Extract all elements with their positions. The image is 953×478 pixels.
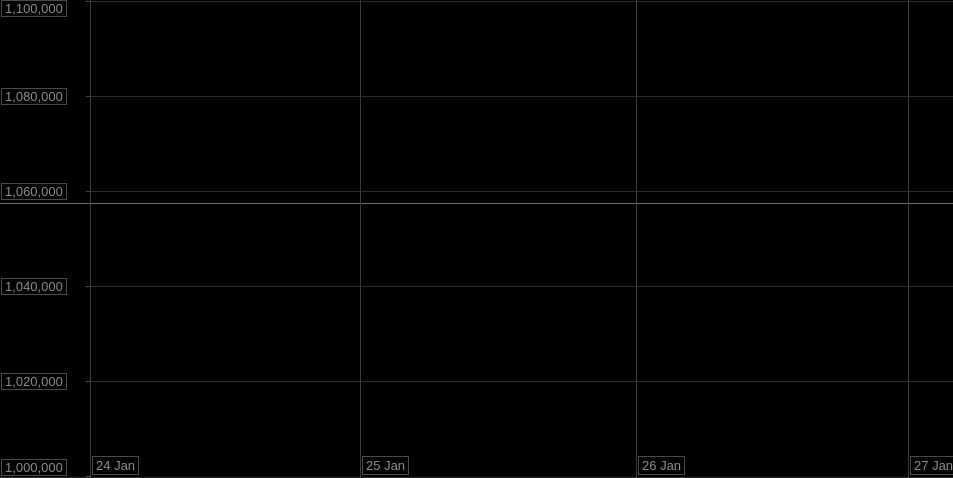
y-axis-label-1060000: 1,060,000 [1, 183, 67, 200]
x-axis-label-27-jan: 27 Jan [910, 456, 953, 475]
reference-line [0, 203, 953, 204]
y-axis-label-1080000: 1,080,000 [1, 88, 67, 105]
gridline-vertical-25-jan [360, 0, 361, 478]
y-tick-mark [86, 286, 90, 287]
x-axis-label-26-jan: 26 Jan [638, 456, 686, 475]
y-axis-label-1000000: 1,000,000 [1, 459, 67, 476]
y-tick-mark [86, 381, 90, 382]
gridline-horizontal-1080000 [90, 96, 953, 97]
y-tick-mark [86, 476, 90, 477]
gridline-horizontal-1100000 [90, 1, 953, 2]
gridline-vertical-27-jan [908, 0, 909, 478]
gridline-vertical-26-jan [636, 0, 637, 478]
gridline-horizontal-1060000 [90, 191, 953, 192]
gridline-horizontal-1020000 [90, 381, 953, 382]
y-axis-label-1040000: 1,040,000 [1, 278, 67, 295]
axis-line-left [90, 0, 91, 478]
y-axis-label-1020000: 1,020,000 [1, 373, 67, 390]
x-axis-label-24-jan: 24 Jan [92, 456, 140, 475]
y-tick-mark [86, 191, 90, 192]
x-axis-label-25-jan: 25 Jan [362, 456, 410, 475]
gridline-horizontal-1040000 [90, 286, 953, 287]
y-tick-mark [86, 1, 90, 2]
y-tick-mark [86, 96, 90, 97]
y-axis-label-1100000: 1,100,000 [1, 0, 67, 17]
